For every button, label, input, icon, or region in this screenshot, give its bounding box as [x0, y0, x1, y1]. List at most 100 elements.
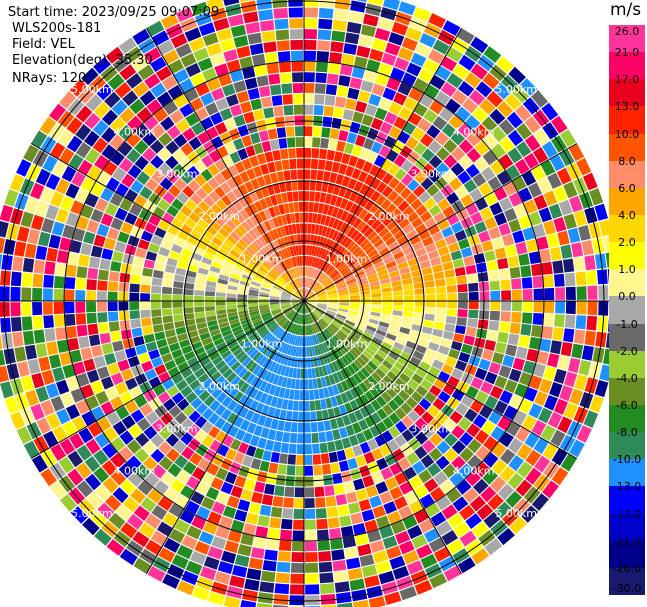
radar-gate	[234, 262, 246, 271]
radar-gate	[282, 432, 291, 443]
radar-gate	[326, 309, 336, 315]
radar-gate	[317, 293, 327, 298]
radar-gate	[321, 464, 332, 475]
radar-gate	[551, 467, 569, 486]
radar-gate	[499, 268, 510, 280]
radar-gate	[272, 374, 280, 385]
radar-gate	[172, 287, 183, 295]
radar-gate	[115, 405, 130, 420]
radar-gate	[151, 309, 162, 317]
radar-gate	[238, 442, 249, 454]
radar-gate	[259, 504, 272, 517]
radar-gate	[164, 359, 177, 371]
radar-gate	[447, 301, 458, 309]
radar-gate	[24, 197, 39, 214]
radar-gate	[363, 69, 378, 83]
radar-gate	[331, 230, 339, 241]
radar-gate	[370, 190, 381, 203]
radar-gate	[233, 227, 244, 238]
radar-gate	[424, 528, 440, 543]
radar-gate	[308, 279, 314, 289]
radar-gate	[350, 468, 362, 480]
radar-gate	[259, 581, 275, 593]
radar-gate	[173, 133, 188, 148]
radar-gate	[503, 405, 518, 420]
radar-gate	[306, 301, 317, 305]
radar-gate	[370, 540, 385, 553]
radar-gate	[316, 305, 327, 310]
radar-gate	[450, 250, 463, 261]
radar-gate	[148, 376, 162, 389]
radar-gate	[418, 191, 431, 204]
radar-gate	[589, 188, 604, 206]
radar-gate	[288, 202, 295, 213]
radar-gate	[67, 450, 84, 468]
radar-gate	[230, 322, 241, 329]
radar-gate	[251, 317, 262, 324]
radar-gate	[198, 390, 211, 402]
radar-gate	[467, 438, 482, 454]
radar-gate	[290, 573, 304, 584]
radar-gate	[174, 494, 190, 509]
radar-gate	[277, 51, 291, 62]
radar-gate	[382, 291, 393, 297]
azimuth-spoke	[30, 143, 305, 302]
radar-gate	[349, 348, 359, 359]
radar-gate	[295, 291, 303, 299]
radar-gate	[344, 378, 354, 390]
radar-gate	[135, 464, 151, 479]
radar-gate	[269, 297, 280, 300]
radar-gate	[432, 39, 450, 55]
radar-gate	[308, 245, 313, 256]
radar-gate	[369, 425, 381, 438]
radar-gate	[248, 332, 258, 341]
radar-gate	[182, 127, 196, 142]
radar-gate	[246, 168, 256, 180]
radar-gate	[240, 277, 251, 284]
radar-gate	[321, 317, 330, 326]
radar-gate	[369, 315, 380, 321]
radar-gate	[333, 570, 349, 582]
radar-gate	[86, 312, 97, 324]
radar-gate	[259, 304, 269, 309]
radar-gate	[264, 245, 273, 255]
radar-gate	[349, 376, 358, 387]
radar-gate	[90, 208, 104, 223]
radar-gate	[439, 107, 454, 122]
radar-gate	[261, 30, 276, 42]
radar-gate	[338, 404, 348, 416]
radar-gate	[403, 306, 414, 312]
radar-gate	[130, 226, 144, 238]
colorbar-tick-label: 8.0	[618, 154, 636, 168]
radar-gate	[291, 298, 302, 301]
radar-gate	[346, 132, 358, 144]
radar-gate	[455, 360, 468, 372]
radar-gate	[420, 177, 434, 191]
radar-gate	[452, 63, 470, 80]
radar-gate	[272, 217, 280, 228]
radar-gate	[237, 290, 248, 295]
radar-gate	[190, 491, 205, 505]
radar-gate	[120, 522, 138, 539]
radar-gate	[487, 494, 504, 511]
radar-gate	[414, 301, 425, 307]
radar-gate	[256, 153, 267, 165]
radar-gate	[598, 301, 609, 316]
radar-gate	[297, 433, 304, 444]
radar-gate	[75, 313, 87, 325]
radar-gate	[428, 418, 442, 432]
radar-gate	[216, 28, 233, 42]
radar-gate	[289, 345, 295, 356]
radar-gate	[52, 160, 67, 178]
radar-gate	[207, 591, 225, 606]
radar-gate	[213, 17, 230, 32]
radar-gate	[331, 361, 340, 372]
radar-gate	[518, 398, 533, 414]
radar-gate	[161, 294, 172, 301]
radar-gate	[237, 297, 248, 301]
radar-gate	[144, 73, 161, 89]
radar-gate	[23, 440, 40, 459]
radar-gate	[272, 309, 282, 315]
radar-gate	[335, 174, 345, 185]
radar-gate	[399, 326, 411, 335]
